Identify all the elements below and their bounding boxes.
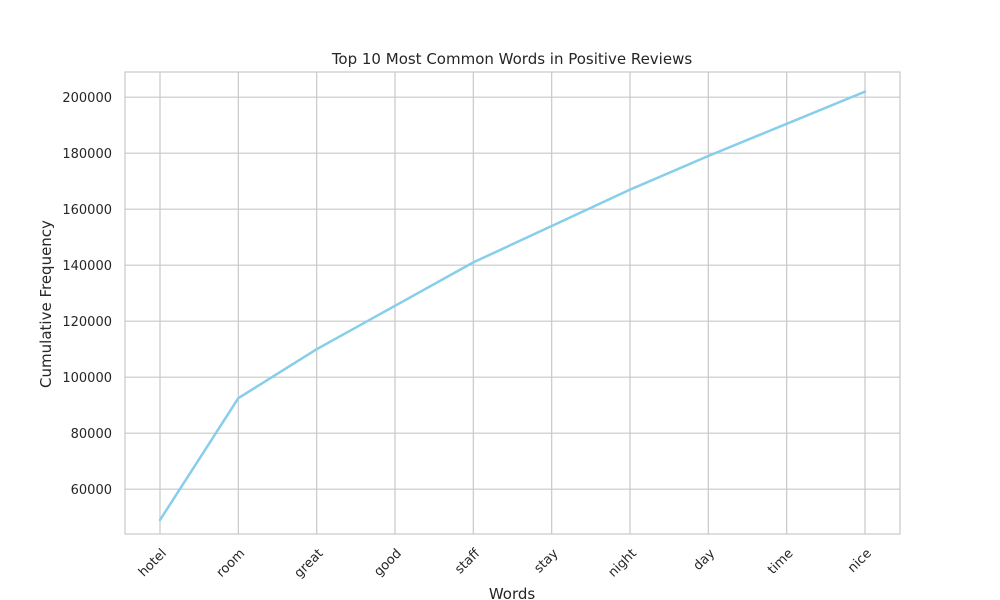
x-tick-label: night	[606, 546, 640, 580]
series-layer	[158, 90, 867, 522]
x-axis-title: Words	[489, 585, 536, 600]
y-tick-label: 100000	[62, 371, 112, 386]
y-axis-ticks: 60000 80000 100000 120000 140000 160000 180000…	[62, 91, 112, 498]
x-tick-label: time	[765, 546, 796, 577]
series-line	[158, 90, 867, 522]
x-axis-ticks: hotel room great good staff stay night day time n…	[136, 545, 875, 581]
x-tick-label: hotel	[136, 546, 170, 580]
y-tick-label: 120000	[62, 315, 112, 330]
x-tick-label: good	[371, 546, 405, 580]
y-axis-title: Cumulative Frequency	[37, 220, 55, 388]
y-tick-label: 160000	[62, 203, 112, 218]
x-tick-label: room	[214, 546, 248, 580]
x-tick-label: staff	[452, 545, 484, 577]
x-tick-label: great	[292, 546, 327, 581]
y-tick-label: 80000	[71, 427, 112, 442]
y-tick-label: 180000	[62, 147, 112, 162]
x-tick-label: stay	[531, 546, 561, 576]
y-tick-label: 60000	[71, 483, 112, 498]
x-tick-label: day	[691, 546, 719, 574]
y-tick-label: 200000	[62, 91, 112, 106]
grid	[125, 72, 900, 534]
chart-title: Top 10 Most Common Words in Positive Rev…	[331, 50, 693, 68]
plot-frame	[124, 71, 901, 535]
y-tick-label: 140000	[62, 259, 112, 274]
x-tick-label: nice	[845, 546, 875, 576]
